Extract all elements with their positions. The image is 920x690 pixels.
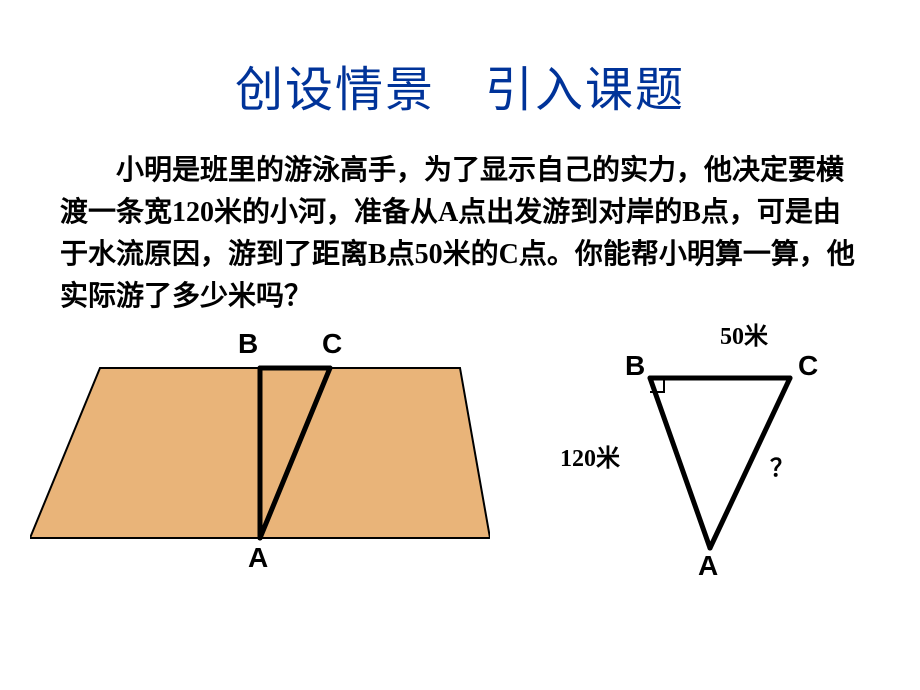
measure-hyp: ？ [770, 448, 794, 483]
slide-title: 创设情景 引入课题 [0, 0, 920, 120]
measure-left: 120米 [560, 438, 620, 473]
left-label-C: C [322, 328, 342, 360]
river-diagram: B C A [30, 328, 490, 608]
measure-top: 50米 [720, 316, 768, 351]
left-label-A: A [248, 542, 268, 574]
left-label-B: B [238, 328, 258, 360]
rt-label-C: C [798, 350, 818, 382]
rt-label-B: B [625, 350, 645, 382]
rt-label-A: A [698, 550, 718, 582]
diagram-row: B C A B C A 50米 120米 ？ [0, 328, 920, 608]
right-triangle-diagram: B C A 50米 120米 ？ [540, 328, 880, 608]
rt-line-AB [650, 378, 710, 548]
problem-text: 小明是班里的游泳高手，为了显示自己的实力，他决定要横渡一条宽120米的小河，准备… [0, 120, 920, 328]
